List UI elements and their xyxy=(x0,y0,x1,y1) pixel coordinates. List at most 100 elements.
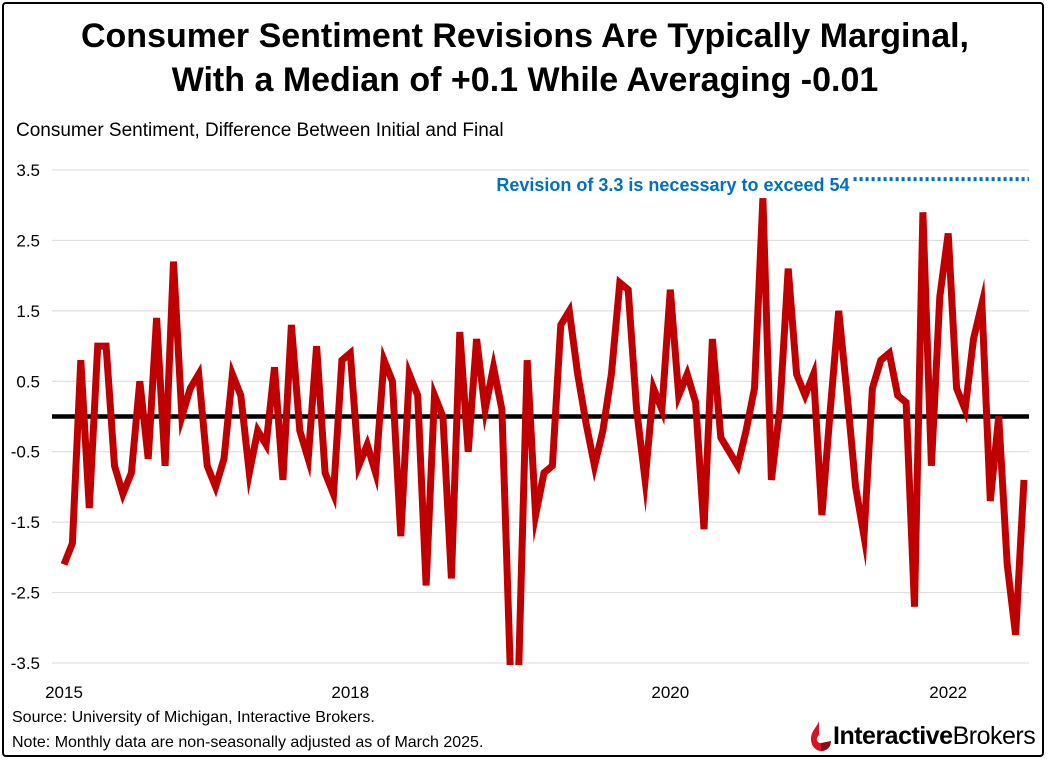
data-point xyxy=(113,464,117,468)
data-point xyxy=(904,400,908,404)
data-point xyxy=(230,372,234,376)
data-point xyxy=(677,393,681,397)
data-point xyxy=(407,372,411,376)
data-point xyxy=(433,393,437,397)
data-point xyxy=(879,358,883,362)
data-point xyxy=(256,429,260,433)
data-point xyxy=(348,351,352,355)
data-point xyxy=(887,351,891,355)
source-note: Source: University of Michigan, Interact… xyxy=(12,709,375,726)
data-point xyxy=(62,562,66,566)
data-point xyxy=(811,372,815,376)
chart-title-line-1: Consumer Sentiment Revisions Are Typical… xyxy=(80,17,970,55)
data-point xyxy=(837,309,841,313)
chart-title-line-2: With a Median of +0.1 While Averaging -0… xyxy=(171,61,879,99)
data-point xyxy=(247,471,251,475)
data-point xyxy=(180,415,184,419)
data-point xyxy=(197,372,201,376)
data-point xyxy=(449,576,453,580)
data-point xyxy=(416,393,420,397)
data-point xyxy=(542,471,546,475)
data-point xyxy=(188,386,192,390)
threshold-annotation: Revision of 3.3 is necessary to exceed 5… xyxy=(496,175,849,195)
data-point xyxy=(87,506,91,510)
data-point xyxy=(365,443,369,447)
data-point xyxy=(374,471,378,475)
data-point xyxy=(306,457,310,461)
data-point xyxy=(744,429,748,433)
y-axis-label: Consumer Sentiment, Difference Between I… xyxy=(16,120,504,141)
data-point xyxy=(643,478,647,482)
data-point xyxy=(921,210,925,214)
y-tick-label: 3.5 xyxy=(16,161,40,180)
data-point xyxy=(651,386,655,390)
data-point xyxy=(390,379,394,383)
data-point xyxy=(273,365,277,369)
series-line xyxy=(60,198,1028,665)
y-tick-label: -2.5 xyxy=(11,584,40,603)
data-point xyxy=(727,450,731,454)
data-point xyxy=(525,358,529,362)
interactive-brokers-logo-icon xyxy=(811,721,831,751)
data-point xyxy=(315,344,319,348)
y-tick-label: 2.5 xyxy=(16,231,40,250)
data-point xyxy=(121,492,125,496)
x-tick-label: 2015 xyxy=(45,683,83,702)
data-point xyxy=(323,471,327,475)
data-point xyxy=(955,386,959,390)
y-tick-label: -3.5 xyxy=(11,654,40,673)
data-point xyxy=(668,288,672,292)
data-point xyxy=(491,365,495,369)
data-point xyxy=(138,379,142,383)
data-point xyxy=(483,407,487,411)
data-point xyxy=(870,386,874,390)
data-point xyxy=(938,295,942,299)
y-tick-label: -0.5 xyxy=(11,443,40,462)
data-point xyxy=(963,407,967,411)
data-point xyxy=(635,407,639,411)
data-point xyxy=(719,436,723,440)
x-tick-label: 2020 xyxy=(651,683,689,702)
data-point xyxy=(567,309,571,313)
data-point xyxy=(828,407,832,411)
data-point xyxy=(609,372,613,376)
data-point xyxy=(399,534,403,538)
data-point xyxy=(845,393,849,397)
data-point xyxy=(761,196,765,200)
data-point xyxy=(357,464,361,468)
data-point xyxy=(264,443,268,447)
data-point xyxy=(171,260,175,264)
data-point xyxy=(795,372,799,376)
data-point xyxy=(584,422,588,426)
interactive-brokers-logo: InteractiveBrokers xyxy=(807,718,1036,754)
data-point xyxy=(854,485,858,489)
data-point xyxy=(205,464,209,468)
y-tick-label: 1.5 xyxy=(16,302,40,321)
data-point xyxy=(601,429,605,433)
data-point xyxy=(971,337,975,341)
logo-text-brokers: Brokers xyxy=(952,721,1036,750)
data-point xyxy=(660,407,664,411)
data-point xyxy=(593,464,597,468)
x-tick-label: 2018 xyxy=(331,683,369,702)
data-point xyxy=(70,541,74,545)
data-point xyxy=(155,316,159,320)
data-point xyxy=(79,358,83,362)
data-point xyxy=(559,323,563,327)
data-point xyxy=(820,513,824,517)
data-note: Note: Monthly data are non-seasonally ad… xyxy=(12,734,484,751)
data-point xyxy=(913,605,917,609)
data-point xyxy=(441,415,445,419)
data-point xyxy=(96,344,100,348)
data-point xyxy=(862,534,866,538)
data-point xyxy=(146,457,150,461)
data-point xyxy=(466,450,470,454)
data-point xyxy=(1005,562,1009,566)
data-point xyxy=(929,464,933,468)
y-tick-label: -1.5 xyxy=(11,513,40,532)
data-point xyxy=(618,281,622,285)
logo-text-interactive: Interactive xyxy=(833,721,953,750)
data-point xyxy=(694,400,698,404)
